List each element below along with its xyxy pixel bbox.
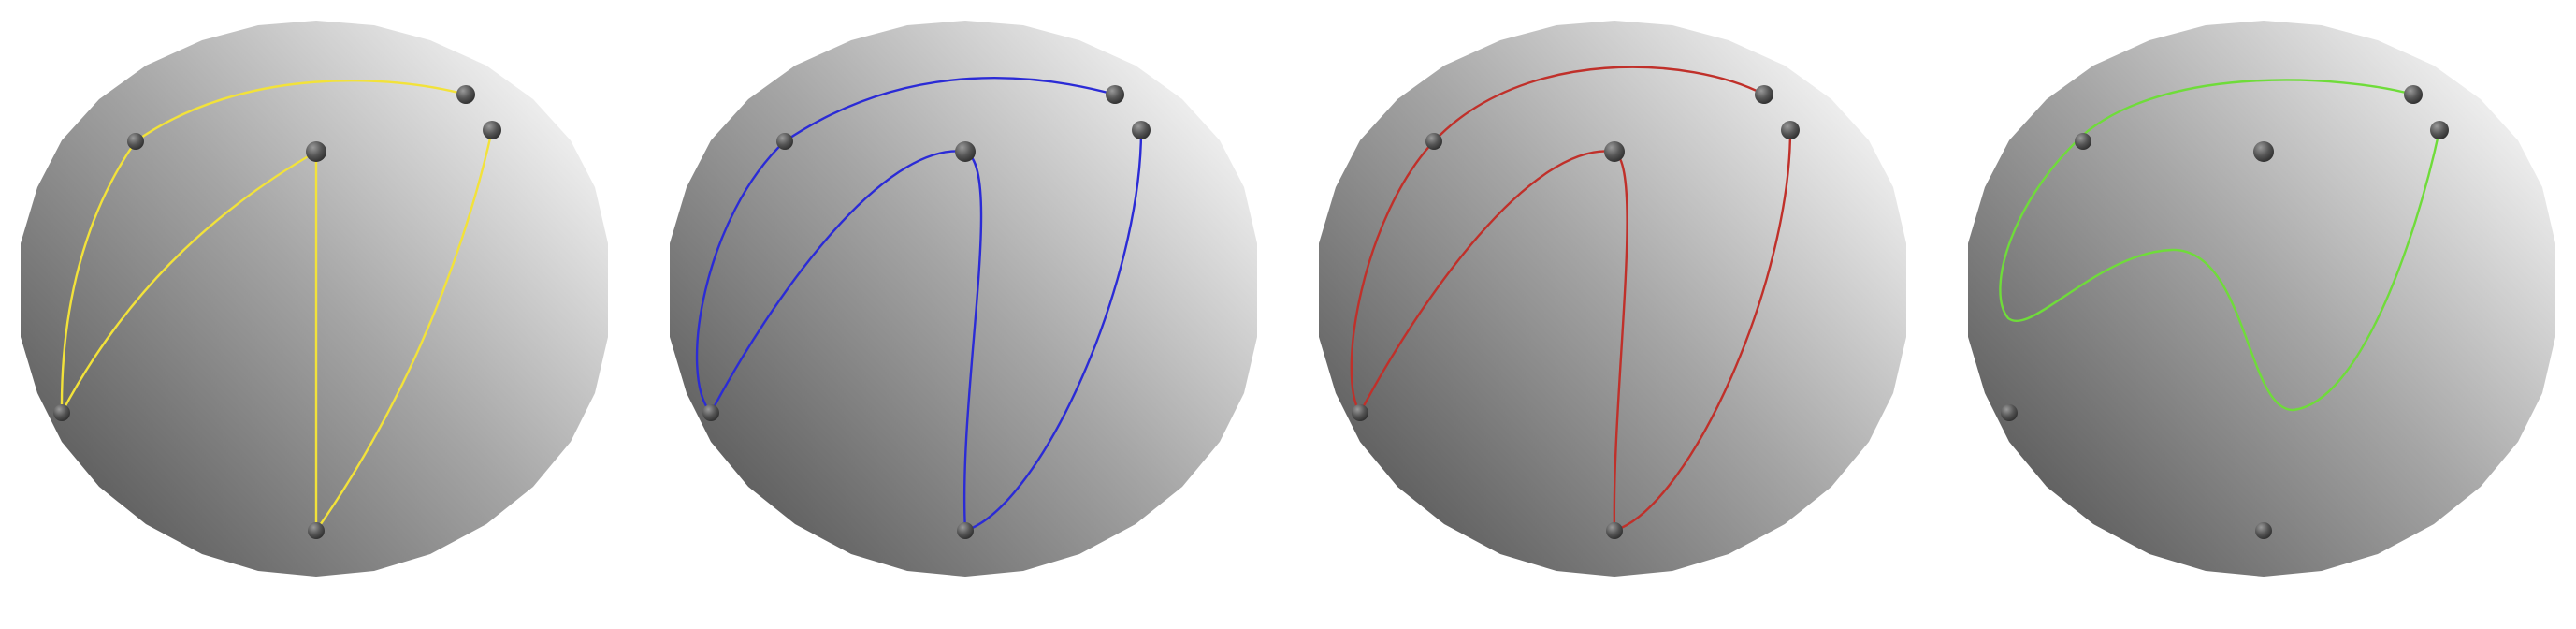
- sphere: [1968, 21, 2555, 577]
- control-points: [2001, 85, 2449, 539]
- control-point: [2001, 404, 2018, 421]
- curve: [695, 77, 1143, 533]
- control-point: [308, 522, 325, 539]
- panel-3: [1319, 21, 1906, 577]
- curve-segment: [135, 80, 467, 142]
- control-points: [53, 85, 501, 539]
- control-point: [1606, 522, 1623, 539]
- sphere: [670, 21, 1257, 577]
- curve: [1999, 79, 2441, 412]
- panel-1: [21, 21, 608, 577]
- control-point: [955, 141, 976, 162]
- control-point: [1425, 133, 1442, 150]
- sphere: [21, 21, 608, 577]
- curve-segment: [60, 150, 317, 414]
- sphere: [1319, 21, 1906, 577]
- panel-4: [1968, 21, 2555, 577]
- curve-segment: [60, 140, 137, 414]
- curve: [60, 80, 494, 532]
- control-point: [53, 404, 70, 421]
- control-points: [702, 85, 1151, 539]
- control-point: [2075, 133, 2091, 150]
- control-points: [1352, 85, 1800, 539]
- control-point: [1106, 85, 1124, 104]
- panel-2: [670, 21, 1257, 577]
- control-point: [1132, 121, 1151, 139]
- control-point: [127, 133, 144, 150]
- control-point: [2430, 121, 2449, 139]
- control-point: [2255, 522, 2272, 539]
- control-point: [1352, 404, 1368, 421]
- curve-segment: [315, 129, 494, 532]
- control-point: [456, 85, 475, 104]
- control-point: [2253, 141, 2274, 162]
- curve: [1350, 66, 1792, 533]
- control-point: [1755, 85, 1773, 104]
- control-point: [702, 404, 719, 421]
- control-point: [1604, 141, 1625, 162]
- control-point: [483, 121, 501, 139]
- control-point: [306, 141, 326, 162]
- control-point: [1781, 121, 1800, 139]
- control-point: [957, 522, 974, 539]
- control-point: [2404, 85, 2423, 104]
- control-point: [776, 133, 793, 150]
